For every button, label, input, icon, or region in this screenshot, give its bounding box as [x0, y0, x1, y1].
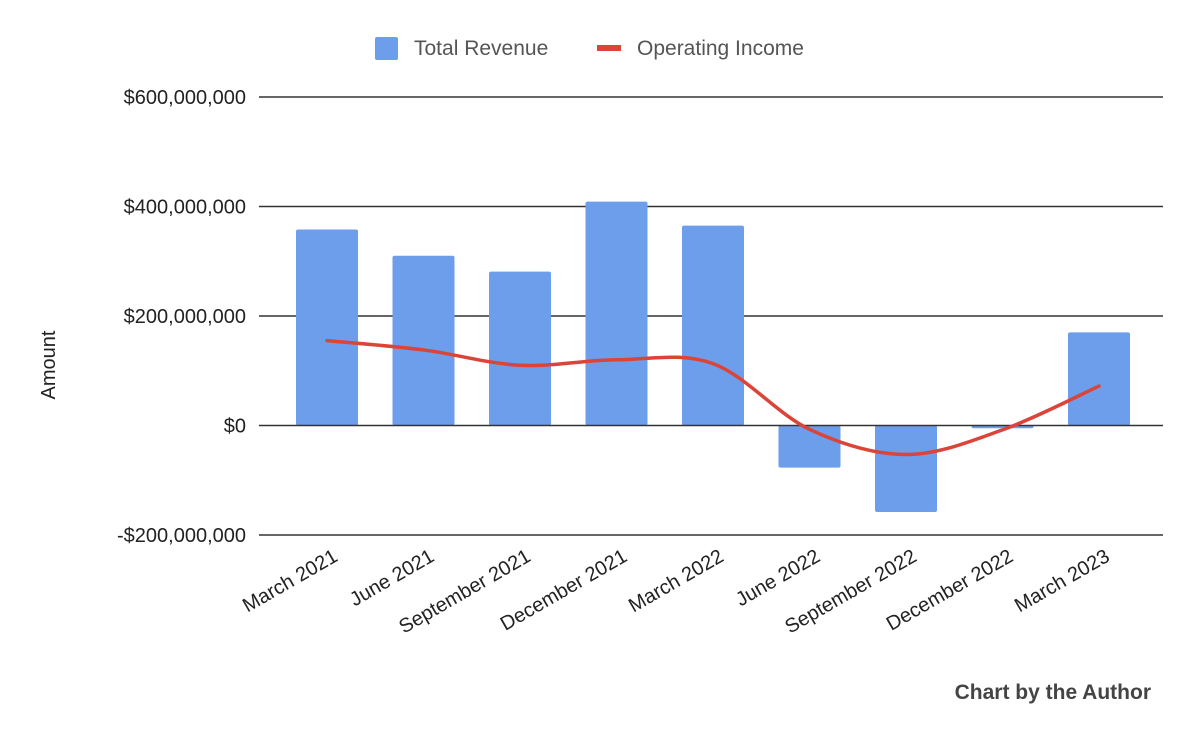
- x-tick-label: March 2023: [1011, 545, 1113, 617]
- line-operating-income: [325, 338, 1101, 457]
- bars: [296, 201, 1130, 513]
- bar-total-revenue: [296, 229, 358, 426]
- x-tick-label: June 2022: [732, 545, 824, 611]
- legend-label-total-revenue: Total Revenue: [414, 37, 548, 60]
- y-axis-ticks: $600,000,000 $400,000,000 $200,000,000 $0 -$…: [117, 87, 246, 547]
- legend-swatch-operating-income: [597, 45, 621, 51]
- x-tick-label: March 2022: [625, 545, 727, 617]
- bar-total-revenue: [1068, 332, 1130, 426]
- bar-total-revenue: [392, 255, 455, 426]
- legend-label-operating-income: Operating Income: [637, 37, 804, 60]
- x-tick-label: June 2021: [346, 545, 438, 611]
- bar-total-revenue: [778, 425, 841, 468]
- x-tick-label: March 2021: [239, 545, 341, 617]
- legend-swatch-total-revenue: [375, 37, 398, 60]
- bar-total-revenue: [585, 201, 648, 426]
- y-tick-label: -$200,000,000: [117, 525, 246, 547]
- y-tick-label: $600,000,000: [124, 87, 246, 109]
- y-axis-title: Amount: [38, 330, 60, 399]
- bar-total-revenue: [489, 271, 551, 426]
- y-tick-label: $0: [224, 416, 246, 438]
- y-tick-label: $200,000,000: [124, 306, 246, 328]
- y-tick-label: $400,000,000: [124, 197, 246, 219]
- legend: Total Revenue Operating Income: [375, 37, 804, 60]
- bar-total-revenue: [875, 425, 937, 513]
- bar-total-revenue: [682, 225, 744, 426]
- chart-credit: Chart by the Author: [955, 681, 1151, 704]
- line-series: [325, 338, 1101, 457]
